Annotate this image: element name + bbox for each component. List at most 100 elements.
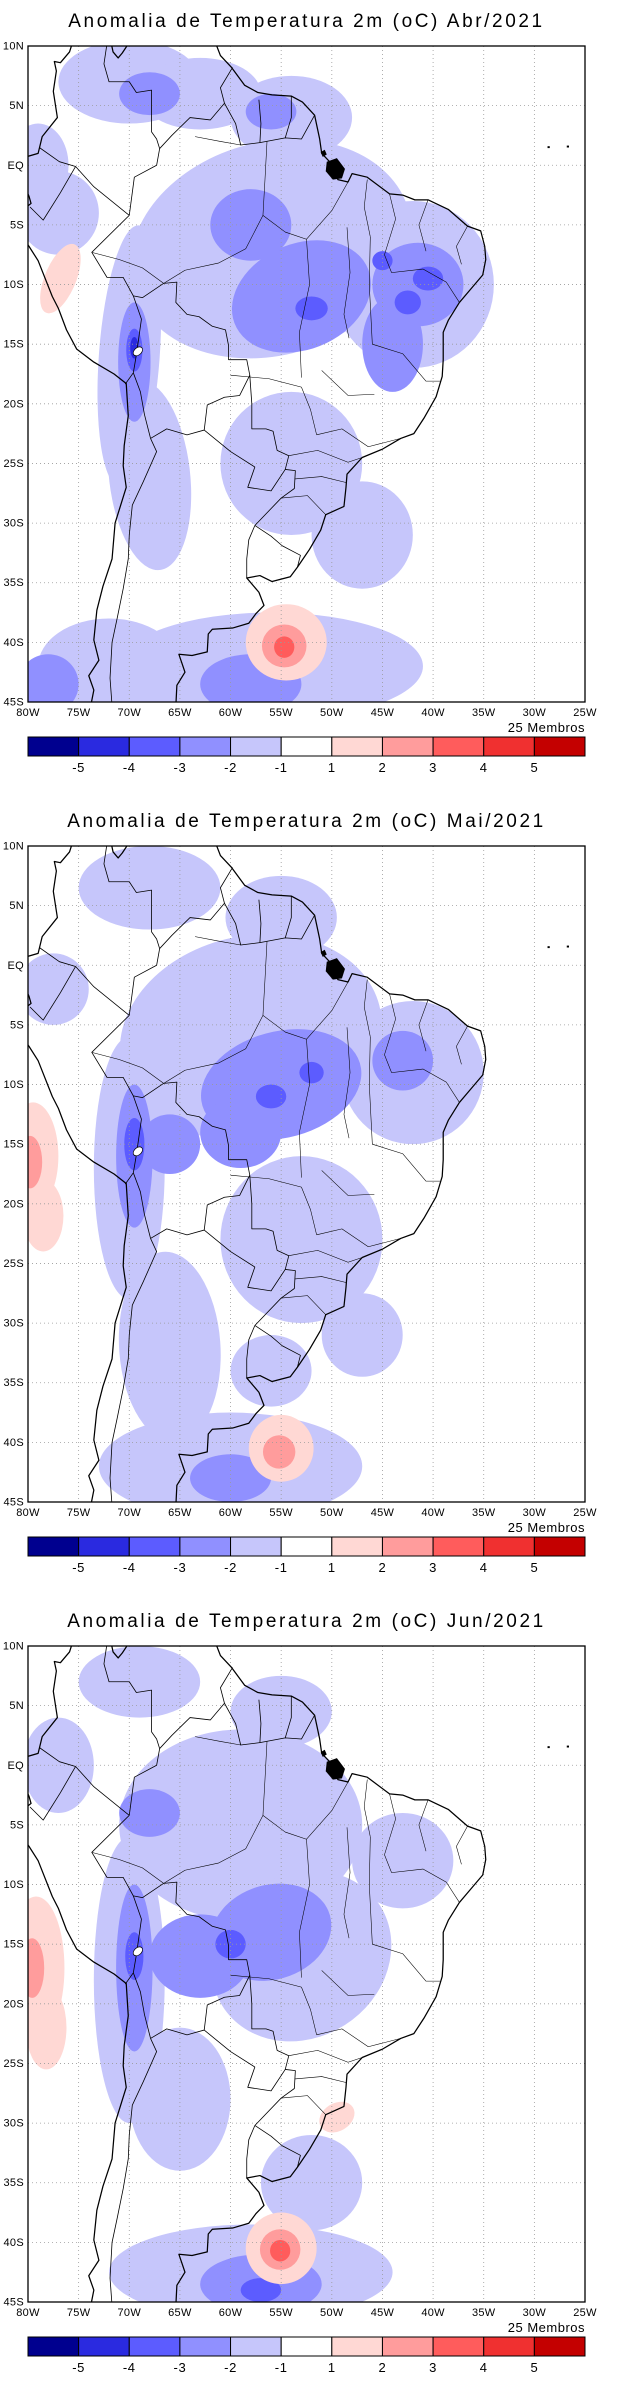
anomaly-region [240,2278,282,2302]
lon-axis-label: 45W [371,2307,395,2319]
state-border [369,1037,372,1144]
state-border [295,2077,346,2083]
members-label: 25 Membros [508,1520,585,1535]
state-border [301,1987,316,2035]
colorbar-tick-label: -1 [275,1560,288,1575]
state-border [289,450,362,462]
anomaly-region [352,1812,454,1909]
anomaly-region [215,1929,246,1959]
anomaly-region [139,1114,201,1174]
state-border [456,1826,467,1864]
anomaly-shading [28,846,484,1502]
colorbar-segment [381,736,434,757]
anomaly-region [230,1335,312,1407]
lon-axis-label: 80W [16,707,40,719]
anomaly-region [311,481,413,589]
lon-axis-label: 75W [67,2307,91,2319]
graticule [28,46,585,702]
lat-axis-label: 5S [10,1019,24,1031]
colorbar-tick-label: 4 [480,760,488,775]
country-border [220,1667,232,1703]
state-border [307,1782,349,1839]
state-border [317,1229,401,1247]
state-border [364,1780,370,1837]
country-border [110,1238,157,1505]
state-border [164,215,263,283]
anomaly-region [139,57,261,130]
state-border [289,1250,362,1262]
country-border [259,900,261,943]
country-border [224,1703,259,1745]
anomaly-region [231,240,371,353]
country-border [204,375,250,430]
country-border [204,1175,250,1230]
anomaly-region [372,251,393,271]
anomaly-region [299,1061,324,1084]
anomaly-region [260,2135,363,2231]
state-border [419,1000,428,1051]
anomaly-shading [28,1646,454,2302]
lat-axis-label: 20S [4,1998,24,2010]
colorbar-tick-label: 5 [530,760,538,775]
country-border [30,166,76,220]
country-border [92,1815,134,1896]
state-border [364,180,370,237]
anomaly-region [28,1938,45,1998]
country-border [110,438,157,705]
state-border [281,2096,326,2115]
lat-axis-label: EQ [8,160,25,172]
country-border [125,373,133,384]
colorbar-segment [432,1536,485,1557]
lat-axis-label: 5N [9,100,24,112]
country-border [133,1896,141,1973]
island-marker [566,1745,569,1748]
lon-axis-label: 25W [573,1507,597,1519]
lon-axis-label: 75W [67,1507,91,1519]
colorbar-segment [533,736,586,757]
colorbar-tick-label: -1 [275,2360,288,2375]
country-border [247,2125,255,2177]
panel-abr: Anomalia de Temperatura 2m (oC) Abr/2021… [0,0,618,800]
amazon-delta [320,949,327,957]
lon-axis-label: 45W [371,1507,395,1519]
lat-axis-label: 40S [4,1437,24,1449]
state-border [195,137,241,145]
state-border [164,1815,263,1883]
country-border [30,966,76,1020]
lon-axis-label: 60W [219,2307,243,2319]
country-border [259,100,261,143]
lon-axis-label: 35W [472,1507,496,1519]
colorbar-tick-label: -5 [72,1560,85,1575]
country-border [125,1973,133,1984]
map-title: Anomalia de Temperatura 2m (oC) Jun/2021 [67,1611,546,1632]
map-title: Anomalia de Temperatura 2m (oC) Mai/2021 [67,811,546,832]
lat-axis-label: 35S [4,2177,24,2189]
colorbar-segment [78,736,130,757]
state-border [322,1970,375,1995]
state-border [299,239,309,377]
anomaly-region [28,1717,94,1813]
country-border [76,1766,130,1815]
country-border [39,147,75,166]
state-border [281,1296,326,1315]
country-border [204,430,285,491]
map-frame [27,45,586,703]
state-border [295,1277,346,1283]
anomaly-region [28,171,99,255]
map-figure-jun: Anomalia de Temperatura 2m (oC) Jun/2021… [0,1600,618,2400]
colorbar-tick-label: -4 [123,760,136,775]
state-border [307,182,349,239]
anomaly-region [78,846,221,930]
lon-axis-label: 80W [16,2307,40,2319]
lat-axis-label: 5N [9,900,24,912]
state-border [263,941,267,1015]
country-border [76,966,130,1015]
country-border [129,149,159,216]
anomaly-region [270,2239,291,2262]
anomaly-shading [28,46,494,702]
lat-axis-label: 10S [4,1079,24,1091]
country-border [151,1229,205,1239]
lat-axis-label: 10N [3,41,24,53]
colorbar-segment [432,2336,485,2357]
lon-axis-label: 30W [523,1507,547,1519]
